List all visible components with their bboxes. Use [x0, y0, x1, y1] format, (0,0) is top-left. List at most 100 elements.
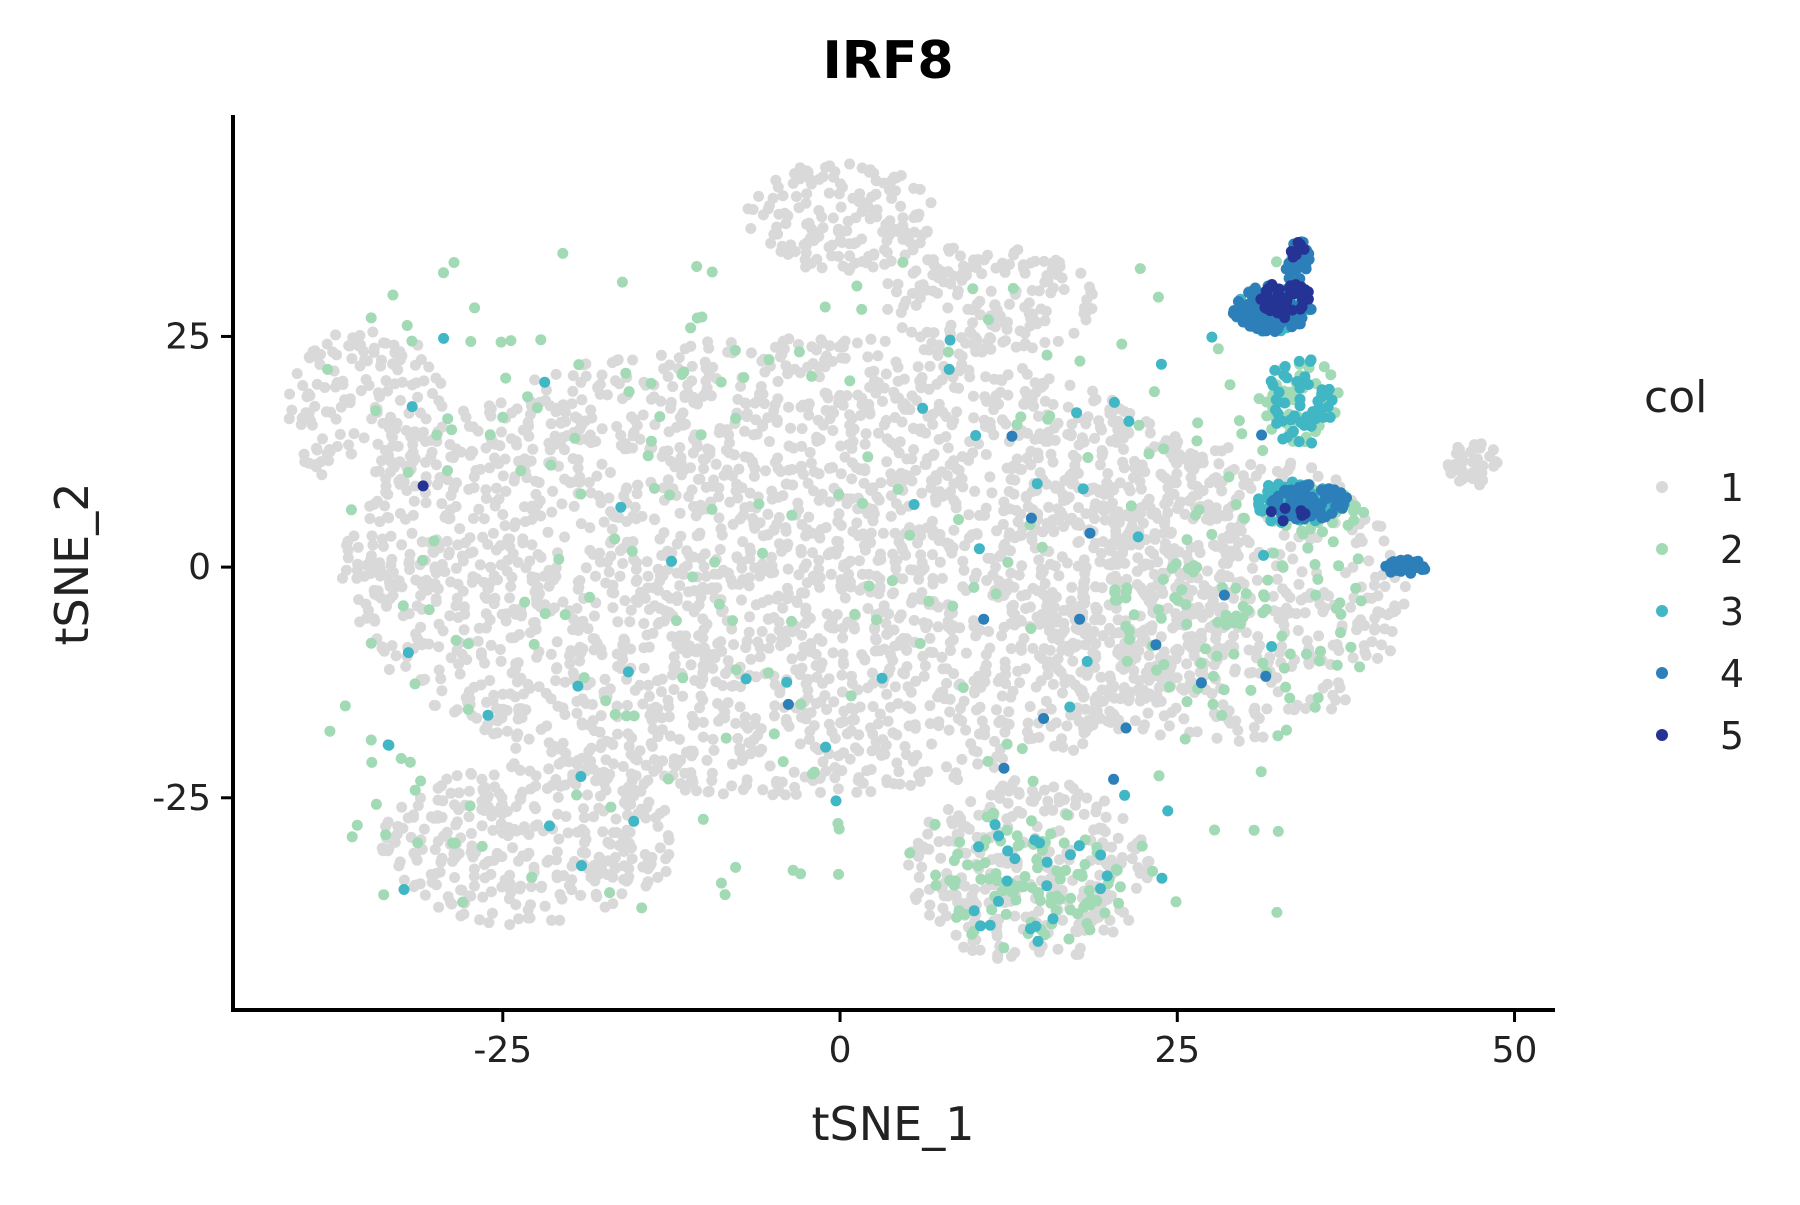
- data-point-col-1: [394, 394, 406, 406]
- data-point-col-1: [494, 440, 506, 452]
- data-point-col-1: [1129, 462, 1141, 474]
- data-point-col-3: [740, 673, 752, 685]
- data-point-col-2: [730, 861, 742, 873]
- data-point-col-1: [1066, 512, 1078, 524]
- data-point-col-1: [739, 711, 751, 723]
- data-point-col-1: [380, 821, 392, 832]
- data-point-col-1: [505, 581, 517, 592]
- data-point-col-1: [631, 488, 643, 500]
- data-point-col-1: [1014, 325, 1026, 337]
- data-point-col-1: [510, 608, 522, 620]
- data-point-col-2: [324, 725, 336, 737]
- data-point-col-1: [701, 754, 713, 766]
- data-point-col-1: [1107, 926, 1119, 938]
- data-point-col-2: [417, 554, 428, 566]
- data-point-col-1: [1080, 639, 1092, 651]
- data-point-col-1: [533, 477, 545, 488]
- data-point-col-1: [437, 795, 449, 807]
- data-point-col-1: [1016, 807, 1028, 819]
- data-point-col-1: [697, 581, 709, 593]
- data-point-col-1: [433, 641, 445, 653]
- data-point-col-1: [479, 859, 490, 870]
- data-point-col-1: [1059, 672, 1071, 684]
- data-point-col-1: [480, 484, 492, 496]
- data-point-col-3: [1032, 935, 1044, 947]
- data-point-col-1: [1044, 644, 1056, 656]
- data-point-col-1: [518, 821, 530, 833]
- data-point-col-1: [925, 482, 937, 494]
- data-point-col-1: [543, 854, 555, 866]
- data-point-col-1: [536, 880, 548, 892]
- data-point-col-2: [1195, 657, 1207, 669]
- data-point-col-1: [621, 875, 633, 887]
- data-point-col-1: [937, 902, 949, 914]
- data-point-col-1: [873, 427, 884, 439]
- data-point-col-1: [889, 681, 901, 693]
- data-point-col-3: [1064, 701, 1076, 713]
- data-point-col-1: [1173, 499, 1185, 511]
- data-point-col-1: [425, 869, 437, 880]
- data-point-col-1: [1032, 452, 1044, 464]
- data-point-col-3: [1265, 515, 1277, 527]
- data-point-col-1: [776, 240, 788, 252]
- data-point-col-1: [916, 487, 928, 499]
- data-point-col-2: [1026, 815, 1037, 827]
- data-point-col-2: [621, 710, 632, 722]
- data-point-col-2: [1296, 525, 1308, 537]
- data-point-col-2: [720, 732, 732, 744]
- data-point-col-1: [766, 551, 777, 563]
- data-point-col-1: [482, 719, 493, 731]
- data-point-col-1: [649, 419, 661, 431]
- data-point-col-1: [1043, 501, 1055, 513]
- data-point-col-1: [467, 851, 479, 863]
- data-point-col-1: [1187, 479, 1199, 490]
- data-point-col-1: [504, 541, 516, 553]
- data-point-col-1: [1064, 779, 1075, 791]
- data-point-col-1: [829, 772, 841, 784]
- data-point-col-1: [998, 856, 1010, 868]
- data-point-col-2: [1013, 880, 1025, 892]
- data-point-col-1: [453, 658, 465, 670]
- data-point-col-1: [1277, 583, 1289, 595]
- data-point-col-2: [856, 303, 868, 315]
- data-point-col-2: [1045, 828, 1057, 840]
- data-point-col-2: [1192, 417, 1204, 429]
- data-point-col-2: [954, 836, 966, 848]
- data-point-col-1: [554, 889, 566, 900]
- data-point-col-1: [1376, 639, 1387, 651]
- data-point-col-1: [1159, 544, 1171, 556]
- data-point-col-1: [297, 380, 309, 391]
- data-point-col-1: [1010, 341, 1022, 353]
- data-point-col-1: [488, 689, 500, 701]
- data-point-col-1: [996, 630, 1008, 642]
- data-point-col-1: [833, 226, 845, 238]
- data-point-col-1: [1035, 569, 1047, 581]
- data-point-col-1: [415, 407, 426, 419]
- data-point-col-1: [368, 613, 380, 625]
- data-point-col-1: [813, 554, 825, 566]
- data-point-col-1: [815, 787, 826, 798]
- data-point-col-1: [1155, 631, 1167, 643]
- data-point-col-1: [880, 617, 892, 629]
- data-point-col-1: [710, 676, 722, 688]
- data-point-col-1: [685, 659, 697, 671]
- data-point-col-1: [389, 836, 401, 848]
- data-point-col-1: [474, 914, 486, 926]
- data-point-col-1: [942, 302, 954, 314]
- data-point-col-1: [298, 448, 310, 460]
- data-point-col-1: [1233, 489, 1245, 501]
- data-point-col-3: [1095, 883, 1106, 895]
- data-point-col-1: [351, 572, 363, 584]
- data-point-col-1: [783, 464, 795, 476]
- data-point-col-1: [1026, 785, 1038, 797]
- data-point-col-1: [643, 604, 655, 615]
- data-point-col-1: [490, 544, 502, 556]
- data-point-col-1: [525, 783, 537, 795]
- data-point-col-1: [617, 393, 628, 405]
- data-point-col-1: [807, 547, 818, 559]
- data-point-col-1: [1232, 550, 1244, 562]
- data-point-col-1: [1233, 735, 1245, 747]
- data-point-col-2: [1083, 885, 1095, 896]
- data-point-col-1: [1045, 448, 1057, 460]
- data-point-col-1: [571, 707, 583, 719]
